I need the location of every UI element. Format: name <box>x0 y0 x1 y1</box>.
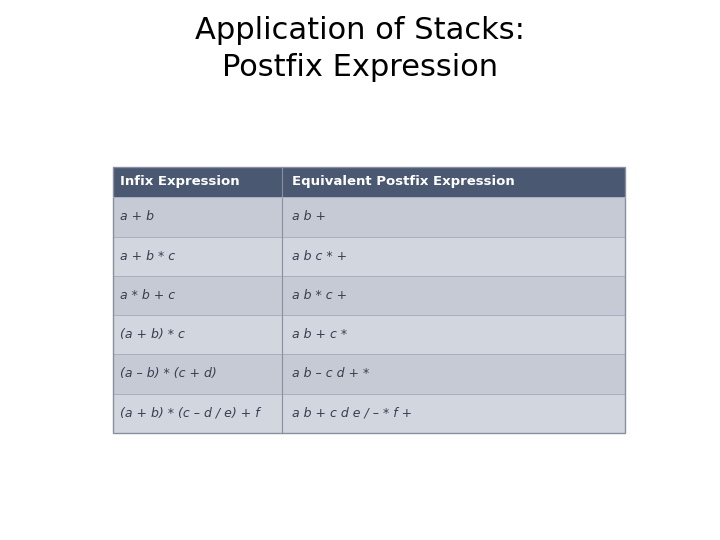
Text: Infix Expression: Infix Expression <box>120 176 240 188</box>
FancyBboxPatch shape <box>114 315 624 354</box>
Text: a b + c d e / – * f +: a b + c d e / – * f + <box>292 407 413 420</box>
Text: a b * c +: a b * c + <box>292 289 348 302</box>
FancyBboxPatch shape <box>114 276 624 315</box>
Text: a b + c *: a b + c * <box>292 328 348 341</box>
FancyBboxPatch shape <box>114 394 624 433</box>
Text: Application of Stacks:
Postfix Expression: Application of Stacks: Postfix Expressio… <box>195 16 525 82</box>
Text: a + b * c: a + b * c <box>120 249 175 262</box>
Text: (a + b) * (c – d / e) + f: (a + b) * (c – d / e) + f <box>120 407 260 420</box>
FancyBboxPatch shape <box>114 237 624 276</box>
Text: (a – b) * (c + d): (a – b) * (c + d) <box>120 367 217 380</box>
FancyBboxPatch shape <box>114 354 624 394</box>
FancyBboxPatch shape <box>114 167 624 197</box>
Text: a + b: a + b <box>120 211 154 224</box>
Text: a b c * +: a b c * + <box>292 249 348 262</box>
Text: a * b + c: a * b + c <box>120 289 175 302</box>
Text: a b – c d + *: a b – c d + * <box>292 367 369 380</box>
Text: Equivalent Postfix Expression: Equivalent Postfix Expression <box>292 176 515 188</box>
Text: a b +: a b + <box>292 211 326 224</box>
FancyBboxPatch shape <box>114 197 624 237</box>
Text: (a + b) * c: (a + b) * c <box>120 328 185 341</box>
